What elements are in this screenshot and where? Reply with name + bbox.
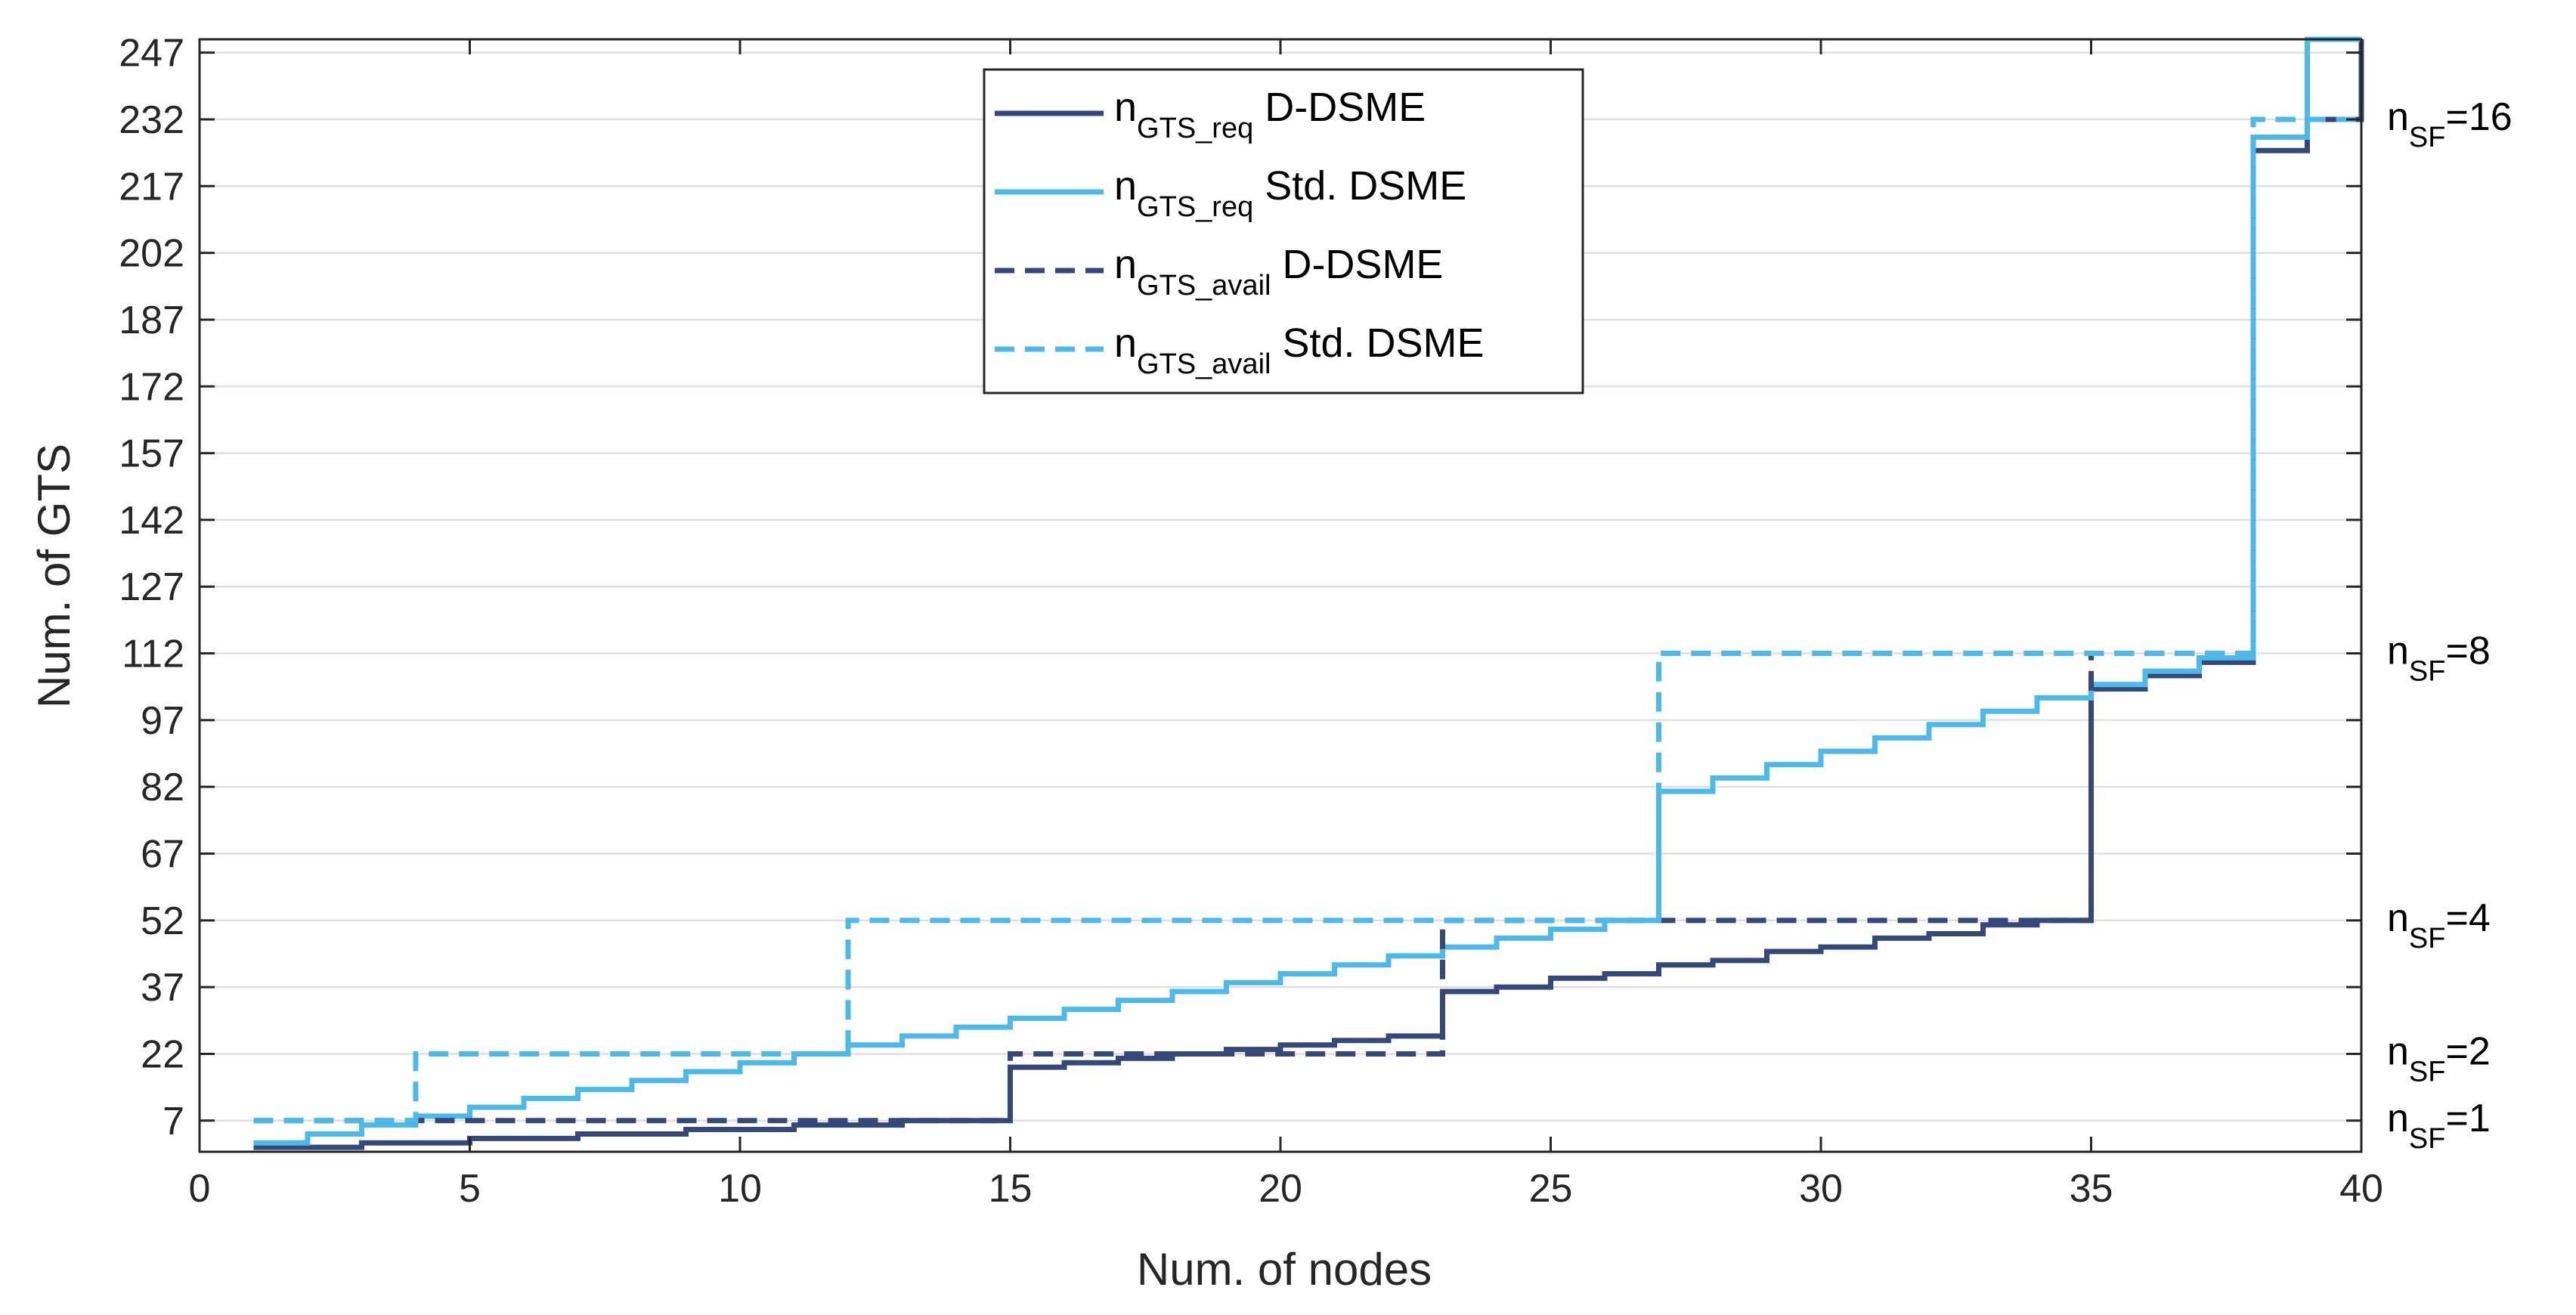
x-tick-label-35: 35 xyxy=(2070,1167,2113,1211)
y-tick-labels: 7 22 37 52 67 82 97 112 127 142 157 172 187 202 217 232… xyxy=(119,32,184,1143)
x-tick-label-10: 10 xyxy=(718,1167,762,1211)
legend-label-3: nGTS_avail Std. DSME xyxy=(1114,320,1485,380)
sf-annotations: nSF=16 nSF=8 nSF=4 nSF=2 nSF=1 xyxy=(2387,95,2513,1155)
y-tick-label-247: 247 xyxy=(119,32,184,76)
y-tick-label-202: 202 xyxy=(119,232,184,276)
y-tick-label-172: 172 xyxy=(119,365,184,409)
sf-annotation-4: nSF=1 xyxy=(2387,1097,2491,1155)
y-tick-label-127: 127 xyxy=(119,565,184,609)
y-axis-title: Num. of GTS xyxy=(29,444,79,708)
x-tick-label-5: 5 xyxy=(459,1167,481,1211)
y-tick-label-217: 217 xyxy=(119,165,184,209)
y-tick-label-142: 142 xyxy=(119,499,184,543)
x-axis-title: Num. of nodes xyxy=(1137,1244,1432,1295)
series-lines xyxy=(253,36,2364,1150)
y-tick-label-112: 112 xyxy=(122,633,184,676)
sf-annotation-2: nSF=4 xyxy=(2387,896,2491,955)
x-tick-label-25: 25 xyxy=(1529,1167,1573,1211)
x-tick-label-0: 0 xyxy=(189,1167,211,1211)
x-tick-label-15: 15 xyxy=(989,1167,1033,1211)
legend: nGTS_req D-DSME nGTS_req Std. DSME nGTS_av… xyxy=(983,68,1584,394)
axes xyxy=(198,38,2363,1153)
series-line-1 xyxy=(253,36,2361,1146)
y-tick-label-157: 157 xyxy=(119,432,184,476)
y-tick-label-52: 52 xyxy=(141,899,184,943)
sf-annotation-3: nSF=2 xyxy=(2387,1029,2491,1088)
y-tick-label-7: 7 xyxy=(163,1100,184,1143)
y-tick-label-22: 22 xyxy=(141,1032,184,1076)
y-tick-label-97: 97 xyxy=(141,699,184,743)
legend-box xyxy=(983,68,1584,394)
y-tick-label-82: 82 xyxy=(141,766,184,809)
sf-annotation-0: nSF=16 xyxy=(2387,95,2513,153)
y-tick-label-232: 232 xyxy=(119,98,184,142)
series-line-3 xyxy=(253,116,2361,1124)
legend-label-1: nGTS_req Std. DSME xyxy=(1114,163,1466,223)
x-tick-label-30: 30 xyxy=(1799,1167,1843,1211)
sf-annotation-1: nSF=8 xyxy=(2387,630,2491,688)
x-tick-label-40: 40 xyxy=(2339,1167,2383,1211)
y-tick-label-37: 37 xyxy=(141,966,184,1010)
series-line-0 xyxy=(253,39,2364,1150)
legend-label-2: nGTS_avail D-DSME xyxy=(1114,242,1443,302)
x-tick-labels: 0 5 10 15 20 25 30 35 40 xyxy=(189,1167,2383,1211)
y-tick-label-187: 187 xyxy=(119,299,184,342)
legend-label-0: nGTS_req D-DSME xyxy=(1114,85,1426,144)
x-tick-label-20: 20 xyxy=(1259,1167,1302,1211)
y-tick-label-67: 67 xyxy=(141,833,184,877)
